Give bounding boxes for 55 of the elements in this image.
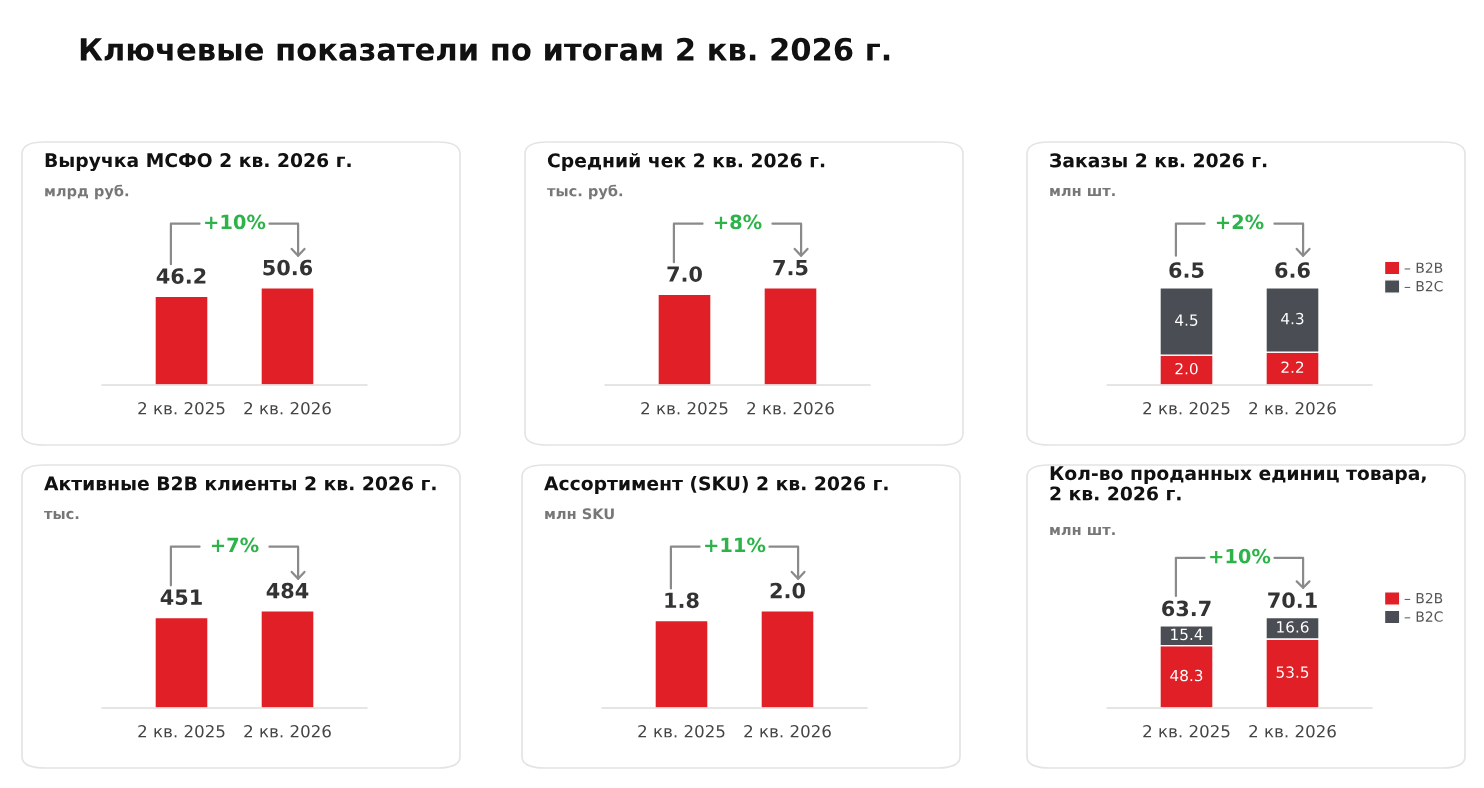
x-tick-label: 2 кв. 2026 [747,401,834,415]
legend-label: – B2B [1404,592,1443,604]
chart-title: Выручка МСФО 2 кв. 2026 г. [45,153,351,172]
data-label: 2.0 [770,582,805,599]
data-label: 16.6 [1277,621,1309,633]
chart-title: Ассортимент (SKU) 2 кв. 2026 г. [544,475,888,495]
data-label: 2.0 [1175,362,1198,375]
text: +8% [714,214,762,230]
data-label: 7.5 [773,259,808,276]
chart-subtitle: тыс. [44,510,79,520]
total-label: 6.5 [1169,262,1204,278]
data-label: 48.3 [1170,669,1203,682]
x-tick-label: 2 кв. 2025 [1143,401,1230,415]
chart-title: Заказы 2 кв. 2026 г. [1050,153,1267,168]
total-label: 63.7 [1162,600,1211,617]
legend-label: – B2C [1404,280,1443,292]
x-tick-label: 2 кв. 2025 [138,724,225,738]
text: +7% [211,537,259,553]
data-label: 7.0 [667,266,702,282]
x-tick-label: 2 кв. 2026 [744,724,831,738]
data-label: 15.4 [1171,628,1203,641]
total-label: 70.1 [1268,592,1317,609]
x-tick-label: 2 кв. 2026 [244,724,331,738]
x-tick-label: 2 кв. 2026 [1249,724,1336,738]
x-tick-label: 2 кв. 2026 [244,401,331,415]
chart-title: Кол-во проданных единиц товара, 2 кв. 2026 г. [1050,466,1426,501]
chart-title: Средний чек 2 кв. 2026 г. [547,152,825,172]
chart-subtitle: млрд руб. [45,184,129,200]
chart-subtitle: млн SKU [545,508,614,520]
data-label: 451 [160,589,202,606]
chart-title: Активные B2B клиенты 2 кв. 2026 г. [44,476,436,491]
data-label: 1.8 [665,592,699,609]
total-label: 6.6 [1275,262,1310,278]
text: +10% [1210,548,1271,564]
text: Ключевые показатели по итогам 2 кв. 2026 г. [80,37,890,61]
data-label: 53.5 [1276,666,1309,678]
text: +2% [1216,214,1264,230]
chart-subtitle: млн шт. [1050,527,1115,536]
text: +11% [705,537,766,553]
chart-subtitle: тыс. руб. [547,184,623,200]
data-label: 46.2 [156,268,206,284]
x-tick-label: 2 кв. 2025 [1143,724,1230,738]
legend-label: – B2B [1404,262,1443,273]
x-tick-label: 2 кв. 2025 [641,401,728,415]
data-label: 50.6 [263,259,313,276]
x-tick-label: 2 кв. 2026 [1249,401,1336,415]
data-label: 484 [266,582,309,599]
x-tick-label: 2 кв. 2025 [138,401,225,415]
text: +10% [205,214,266,230]
x-tick-label: 2 кв. 2025 [638,724,725,738]
chart-subtitle: млн шт. [1050,188,1115,197]
data-label: 4.3 [1281,312,1304,325]
data-label: 4.5 [1175,314,1198,326]
legend-label: – B2C [1404,611,1443,622]
data-label: 2.2 [1281,361,1304,373]
